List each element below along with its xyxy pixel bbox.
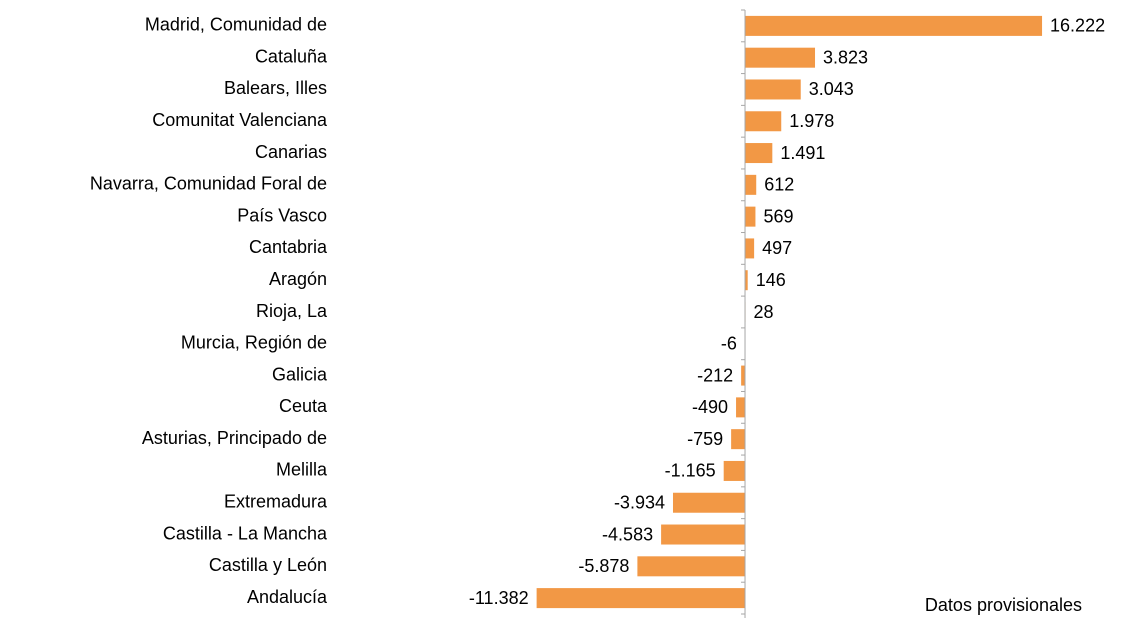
value-label: 3.823 [823,47,868,67]
value-label: -11.382 [469,588,529,608]
value-label: -490 [692,397,728,417]
bar [745,111,782,132]
bar [745,206,756,227]
value-label: 497 [762,238,792,258]
bar [672,492,746,513]
bar [731,429,746,450]
value-label: 569 [763,206,793,226]
y-tick-label: Cantabria [249,237,328,257]
bar [736,397,746,418]
value-label: 612 [764,175,794,195]
y-tick-label: Melilla [276,460,328,480]
y-tick-label: Navarra, Comunidad Foral de [90,174,327,194]
value-label: 16.222 [1050,16,1105,36]
value-label: 1.491 [780,143,825,163]
bar [745,270,748,291]
bar [745,47,816,68]
y-tick-label: Extremadura [224,491,328,511]
y-tick-label: Castilla - La Mancha [163,523,328,543]
value-label: -759 [687,429,723,449]
bar [745,174,757,195]
value-label: -3.934 [614,492,665,512]
annotation: Datos provisionales [925,595,1082,615]
y-tick-label: Madrid, Comunidad de [145,15,327,35]
value-label: -1.165 [665,461,716,481]
y-tick-label: País Vasco [237,205,327,225]
value-label: 3.043 [809,79,854,99]
y-tick-label: Rioja, La [256,301,328,321]
y-tick-label: Canarias [255,142,327,162]
y-tick-label: Aragón [269,269,327,289]
y-tick-label: Murcia, Región de [181,333,327,353]
y-tick-label: Comunitat Valenciana [152,110,328,130]
bar [741,365,746,386]
y-tick-label: Ceuta [279,396,328,416]
y-tick-label: Castilla y León [209,555,327,575]
y-tick-label: Balears, Illes [224,78,327,98]
bar [745,143,773,164]
y-tick-label: Galicia [272,364,328,384]
bar [745,15,1043,36]
bar [745,79,801,100]
bar [723,460,746,481]
bar [661,524,746,545]
value-label: 28 [754,302,774,322]
y-tick-label: Andalucía [247,587,328,607]
bar [745,238,755,259]
value-label: -212 [697,365,733,385]
bar [536,588,746,609]
bar [637,556,746,577]
value-label: 146 [756,270,786,290]
value-label: -4.583 [602,524,653,544]
y-tick-label: Cataluña [255,46,328,66]
y-tick-label: Asturias, Principado de [142,428,327,448]
value-label: -6 [721,334,737,354]
value-label: -5.878 [578,556,629,576]
value-label: 1.978 [789,111,834,131]
